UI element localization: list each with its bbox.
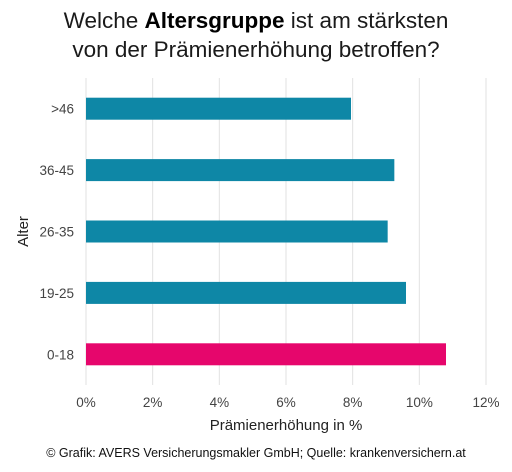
y-tick-label: 26-35	[39, 225, 74, 240]
y-tick-label: 19-25	[39, 286, 74, 301]
x-axis-title: Prämienerhöhung in %	[210, 417, 363, 434]
chart-title-line-2: von der Prämienerhöhung betroffen?	[72, 37, 440, 62]
bar	[86, 220, 388, 243]
y-tick-label: >46	[51, 102, 74, 117]
y-tick-label: 0-18	[47, 347, 74, 362]
x-tick-label: 0%	[76, 395, 96, 410]
x-tick-label: 2%	[143, 395, 163, 410]
x-tick-label: 10%	[406, 395, 433, 410]
bar	[86, 281, 406, 304]
x-tick-label: 6%	[276, 395, 296, 410]
bar	[86, 343, 446, 366]
x-tick-label: 12%	[472, 395, 499, 410]
title-bold-word: Altersgruppe	[144, 8, 285, 33]
source-footer: © Grafik: AVERS Versicherungsmakler GmbH…	[46, 446, 466, 460]
chart-title: Welche Altersgruppe ist am stärksten von…	[0, 6, 512, 64]
chart-title-line-1: Welche Altersgruppe ist am stärksten	[0, 6, 512, 35]
title-text-end: ist am stärksten	[284, 8, 449, 33]
x-tick-label: 8%	[343, 395, 363, 410]
x-tick-label: 4%	[210, 395, 230, 410]
bar	[86, 97, 351, 120]
bar-chart: 0% 2% 4% 6% 8% 10% 12% >46 36-45 26-35 19-25 0-18 Pr…	[15, 78, 500, 434]
y-axis-title: Alter	[15, 216, 32, 247]
title-text-start: Welche	[63, 8, 145, 33]
bar	[86, 159, 395, 182]
y-tick-label: 36-45	[39, 163, 74, 178]
